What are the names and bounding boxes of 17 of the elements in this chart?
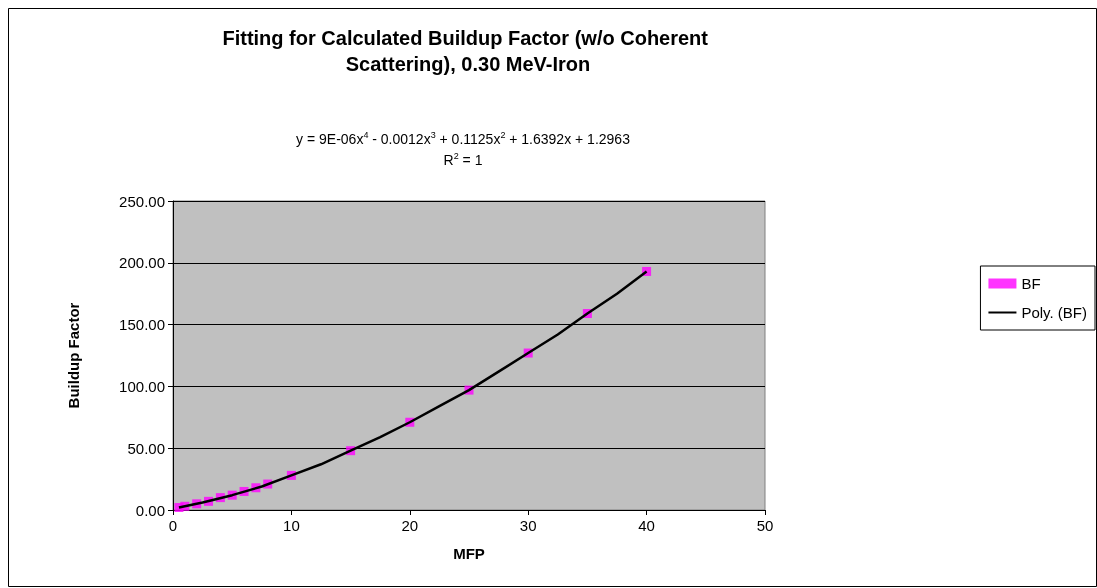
- y-tick-label: 100.00: [119, 377, 165, 395]
- y-tick-label: 0.00: [135, 501, 165, 519]
- y-axis-title: Buildup Factor: [65, 302, 82, 409]
- x-tick-label: 10: [283, 517, 300, 534]
- chart-title: Fitting for Calculated Buildup Factor (w/o Coherent Scattering), 0.30 MeV-Iron: [222, 27, 714, 75]
- x-axis-title: MFP: [453, 545, 485, 562]
- legend-label: BF: [1021, 275, 1041, 292]
- y-tick-label: 50.00: [127, 439, 165, 457]
- y-tick-label: 200.00: [119, 254, 165, 272]
- x-tick-label: 30: [519, 517, 537, 534]
- y-tick-label: 150.00: [119, 316, 165, 334]
- legend-label: Poly. (BF): [1021, 304, 1087, 321]
- x-tick-label: 20: [401, 517, 419, 534]
- x-tick-label: 0: [168, 517, 178, 534]
- x-tick-label: 50: [756, 517, 774, 534]
- x-tick-label: 40: [638, 517, 655, 534]
- y-tick-label: 250.00: [119, 192, 165, 210]
